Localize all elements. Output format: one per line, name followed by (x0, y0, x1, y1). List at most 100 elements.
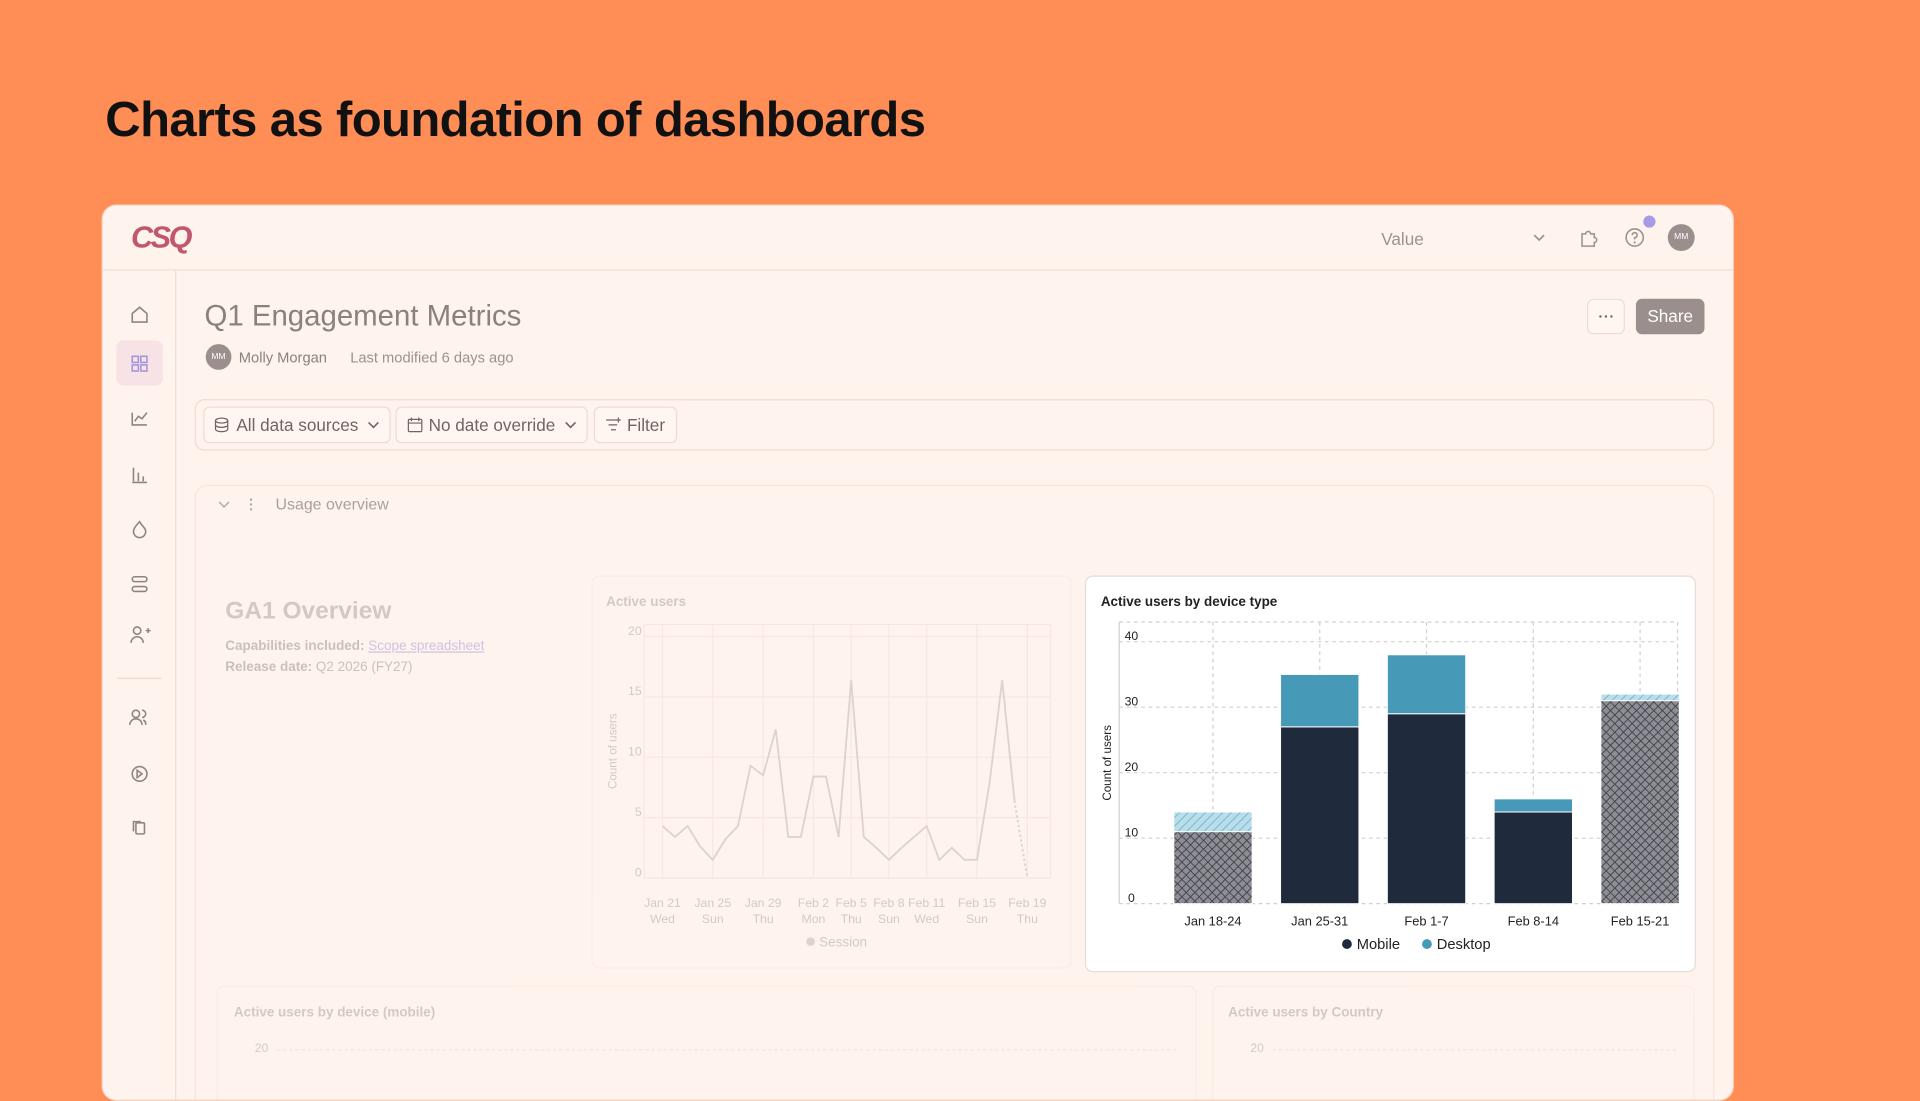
panel-tick: 20 (1250, 1042, 1264, 1056)
bar-segment (1386, 654, 1467, 715)
bar-segment (1493, 798, 1573, 813)
x-tick-sublabel: Sun (878, 912, 900, 926)
value-selector[interactable]: Value (1381, 228, 1424, 249)
active-item (116, 340, 163, 386)
x-tick-label: Feb 11 (908, 896, 945, 910)
puzzle-icon[interactable] (1577, 227, 1599, 249)
chart-title: Active users (606, 594, 686, 609)
line-icon[interactable] (131, 412, 148, 426)
copy-icon[interactable] (132, 820, 146, 835)
sidebar-divider (175, 270, 177, 1100)
bar-icon[interactable] (132, 467, 147, 484)
x-tick-label: Feb 8 (873, 896, 904, 910)
x-tick-sublabel: Mon (802, 912, 826, 926)
sidebar (116, 306, 163, 835)
dashboard-icon[interactable] (131, 355, 148, 372)
author-name: Molly Morgan (238, 348, 327, 367)
user-avatar[interactable]: MM (1667, 224, 1695, 252)
y-tick-label: 10 (1125, 826, 1139, 840)
overview-title: GA1 Overview (225, 597, 392, 625)
y-axis-label: Count of users (607, 713, 620, 789)
line-chart: Active users Count of users 0 5 10 15 20 Jan 21… (591, 575, 1072, 969)
user-add-icon[interactable] (130, 626, 151, 643)
line-series (661, 679, 1029, 879)
x-tick-sublabel: Sun (966, 912, 988, 926)
share-button[interactable]: Share (1635, 298, 1705, 335)
help-icon[interactable] (1624, 227, 1646, 249)
users-icon[interactable] (129, 709, 147, 726)
headline: Charts as foundation of dashboards (105, 93, 926, 147)
y-tick-label: 40 (1125, 629, 1139, 643)
fire-icon[interactable] (132, 520, 147, 539)
bar-chart: Active users by device type Count of user… (1084, 575, 1696, 973)
release-line: Release date: Q2 2026 (FY27) (225, 660, 412, 675)
x-tick-sublabel: Thu (841, 912, 862, 926)
notification-dot (1643, 215, 1656, 228)
filter-button[interactable]: Filter (593, 406, 678, 444)
database-icon (214, 417, 229, 433)
y-tick-label: 0 (635, 865, 642, 879)
x-tick-label: Feb 8-14 (1508, 913, 1559, 928)
grid-line (276, 1049, 1177, 1051)
y-tick-label: 20 (1125, 760, 1139, 774)
filter-button[interactable]: All data sources (203, 406, 391, 444)
x-tick-sublabel: Wed (914, 912, 939, 926)
panel (591, 575, 1072, 969)
chevron (367, 421, 379, 429)
bar-segment (1280, 726, 1360, 905)
x-tick-label: Jan 18-24 (1184, 913, 1241, 928)
x-tick-label: Feb 1-7 (1404, 913, 1448, 928)
bar-segment (1386, 713, 1467, 905)
bar-segment (1280, 673, 1360, 728)
x-tick-label: Feb 5 (836, 896, 867, 910)
topbar-divider (102, 269, 1733, 271)
x-tick-label: Jan 21 (644, 896, 681, 910)
home-icon[interactable] (131, 306, 148, 323)
last-modified: Last modified 6 days ago (350, 348, 514, 367)
release-label: Release date: (225, 660, 313, 675)
legend-swatch (1422, 939, 1432, 949)
flow-icon[interactable] (131, 575, 148, 593)
play-icon[interactable] (131, 765, 148, 783)
y-tick-label: 30 (1125, 695, 1139, 709)
bar-segment (1600, 700, 1680, 905)
filter-label: No date override (428, 415, 556, 435)
bar-segment (1600, 693, 1680, 702)
legend-label: Desktop (1437, 937, 1491, 953)
filter-button[interactable]: No date override (395, 406, 588, 444)
x-tick-label: Feb 15-21 (1611, 913, 1670, 928)
panel (216, 985, 1197, 1100)
capabilities-line: Capabilities included: Scope spreadsheet (225, 639, 484, 654)
legend-label: Session (819, 934, 867, 949)
x-tick-label: Feb 2 (798, 896, 829, 910)
filter-icon (606, 417, 621, 431)
logo[interactable]: CSQ (131, 220, 192, 255)
filter-label: All data sources (236, 415, 359, 435)
y-tick-label: 5 (635, 805, 642, 819)
section-container (194, 484, 1715, 1100)
panel-title: Active users by device (mobile) (233, 1005, 436, 1020)
x-tick-label: Feb 15 (958, 896, 996, 910)
section-controls[interactable] (217, 496, 254, 513)
more-button[interactable] (1586, 298, 1625, 335)
x-tick-label: Jan 25 (694, 896, 731, 910)
bar-segment (1173, 811, 1253, 833)
section-title: Usage overview (275, 494, 389, 514)
x-tick-sublabel: Wed (650, 912, 675, 926)
dashboard-title: Q1 Engagement Metrics (204, 300, 522, 334)
plot-frame (643, 623, 1052, 879)
chart-title: Active users by device type (1101, 594, 1278, 609)
grid-line (1272, 1049, 1677, 1051)
legend-label: Mobile (1357, 937, 1400, 953)
capabilities-link[interactable]: Scope spreadsheet (368, 639, 485, 654)
panel-tick: 20 (254, 1042, 269, 1056)
x-tick-sublabel: Thu (753, 912, 774, 926)
bar-segment (1173, 831, 1253, 905)
capabilities-label: Capabilities included: (225, 639, 365, 654)
filter-bar (194, 399, 1715, 451)
y-axis-label: Count of users (1101, 725, 1114, 801)
x-tick-sublabel: Thu (1017, 912, 1038, 926)
x-tick-label: Jan 29 (745, 896, 782, 910)
